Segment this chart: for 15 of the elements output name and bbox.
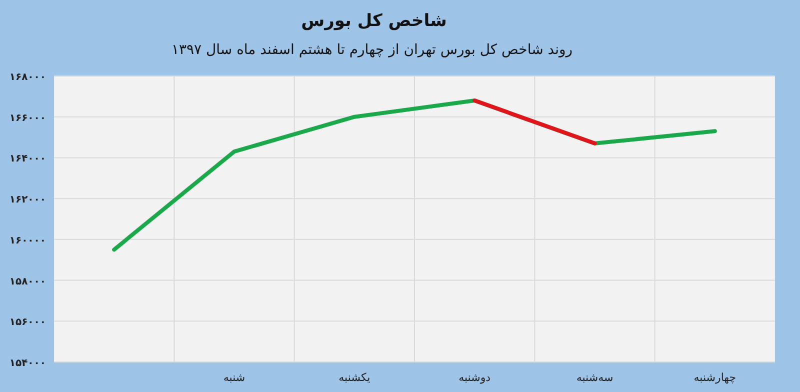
y-tick-label: ۱۵۸۰۰۰	[9, 276, 46, 288]
x-tick-label: چهارشنبه	[694, 371, 736, 384]
x-tick-label: سه‌شنبه	[576, 371, 614, 384]
chart-subtitle: روند شاخص کل بورس تهران از چهارم تا هشتم اسفند ماه سال ۱۳۹۷	[171, 42, 573, 58]
y-tick-label: ۱۶۴۰۰۰	[9, 154, 46, 165]
y-tick-label: ۱۶۶۰۰۰	[9, 112, 46, 124]
x-tick-label: شنبه	[223, 371, 246, 384]
x-tick-label: یکشنبه	[338, 371, 370, 384]
chart-title: شاخص کل بورس	[301, 11, 447, 31]
x-tick-label: دوشنبه	[458, 371, 491, 384]
y-tick-label: ۱۵۴۰۰۰	[9, 358, 46, 369]
y-tick-label: ۱۶۲۰۰۰	[9, 194, 46, 206]
y-tick-label: ۱۶۰۰۰۰	[9, 235, 46, 246]
y-tick-label: ۱۶۸۰۰۰	[9, 72, 46, 83]
y-tick-label: ۱۵۶۰۰۰	[9, 317, 46, 328]
